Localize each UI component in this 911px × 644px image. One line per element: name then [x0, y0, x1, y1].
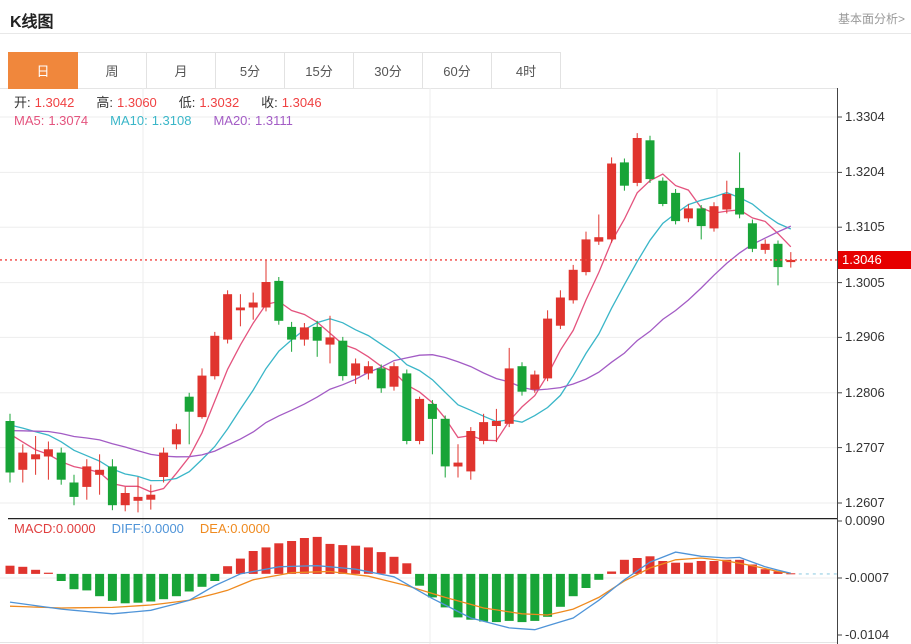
- info-label: 高:: [96, 95, 114, 110]
- info-label: 收:: [261, 95, 278, 110]
- macd-chart[interactable]: [0, 518, 911, 644]
- info-value: 1.3046: [281, 95, 322, 110]
- macd-histogram: [5, 536, 796, 623]
- info-value: 1.3108: [151, 113, 192, 128]
- info-label: MA10:: [110, 113, 148, 128]
- info-label: 开:: [14, 95, 31, 110]
- fundamental-analysis-link[interactable]: 基本面分析>: [837, 12, 905, 26]
- header-divider: [0, 33, 911, 34]
- y-axis: [837, 518, 842, 644]
- y-axis-label: 1.2806: [845, 385, 885, 400]
- y-axis-label: 1.3105: [845, 219, 885, 234]
- y-axis-label: 1.2707: [845, 440, 885, 455]
- macd-axis-label: -0.0104: [845, 627, 890, 642]
- period-tabs: 日周月 5分 15分 30分 60分 4时: [8, 52, 561, 89]
- macd-axis-label: 0.0090: [845, 513, 885, 528]
- tab-day[interactable]: 日: [8, 52, 78, 89]
- ma-info: MA5: 1.3074 MA10: 1.3108 MA20: 1.3111: [14, 113, 315, 128]
- y-axis-label: 1.2607: [845, 495, 885, 510]
- info-value: 1.3074: [48, 113, 89, 128]
- macd-axis-label: -0.0007: [845, 570, 890, 585]
- info-value: 1.3032: [199, 95, 240, 110]
- ma20-line: [9, 225, 792, 458]
- info-value: 1.3042: [34, 95, 75, 110]
- y-axis-label: 1.3005: [845, 275, 885, 290]
- tab-15min[interactable]: 15分: [284, 52, 354, 89]
- y-axis-label: 1.2906: [845, 329, 885, 344]
- macd-label: DEA:0.0000: [199, 521, 271, 536]
- candles-layer: [5, 133, 796, 513]
- info-label: MA5:: [14, 113, 45, 128]
- info-value: 1.3060: [117, 95, 157, 110]
- macd-info: MACD:0.0000 DIFF:0.0000 DEA:0.0000: [14, 521, 286, 536]
- dea-line: [9, 557, 791, 616]
- macd-label: MACD:0.0000: [14, 521, 96, 536]
- tab-60min[interactable]: 60分: [422, 52, 492, 89]
- main-chart[interactable]: [0, 88, 911, 518]
- ma10-line: [9, 191, 792, 482]
- ohlc-info: 开: 1.3042 高: 1.3060 低: 1.3032 收: 1.3046: [14, 92, 344, 111]
- tab-week[interactable]: 周: [77, 52, 147, 89]
- y-axis: [837, 88, 842, 518]
- tab-30min[interactable]: 30分: [353, 52, 423, 89]
- ma5-line: [9, 173, 792, 493]
- diff-line: [9, 551, 791, 631]
- page-title: K线图: [10, 14, 54, 31]
- tab-5min[interactable]: 5分: [215, 52, 285, 89]
- info-label: 低:: [178, 95, 196, 110]
- info-value: 1.3111: [255, 113, 293, 128]
- info-label: MA20:: [213, 113, 252, 128]
- tab-4hour[interactable]: 4时: [491, 52, 561, 89]
- tab-month[interactable]: 月: [146, 52, 216, 89]
- current-price-badge: 1.3046: [838, 251, 911, 269]
- y-axis-label: 1.3204: [845, 164, 885, 179]
- y-axis-label: 1.3304: [845, 109, 885, 124]
- grid-layer: [0, 88, 837, 518]
- macd-label: DIFF:0.0000: [111, 521, 184, 536]
